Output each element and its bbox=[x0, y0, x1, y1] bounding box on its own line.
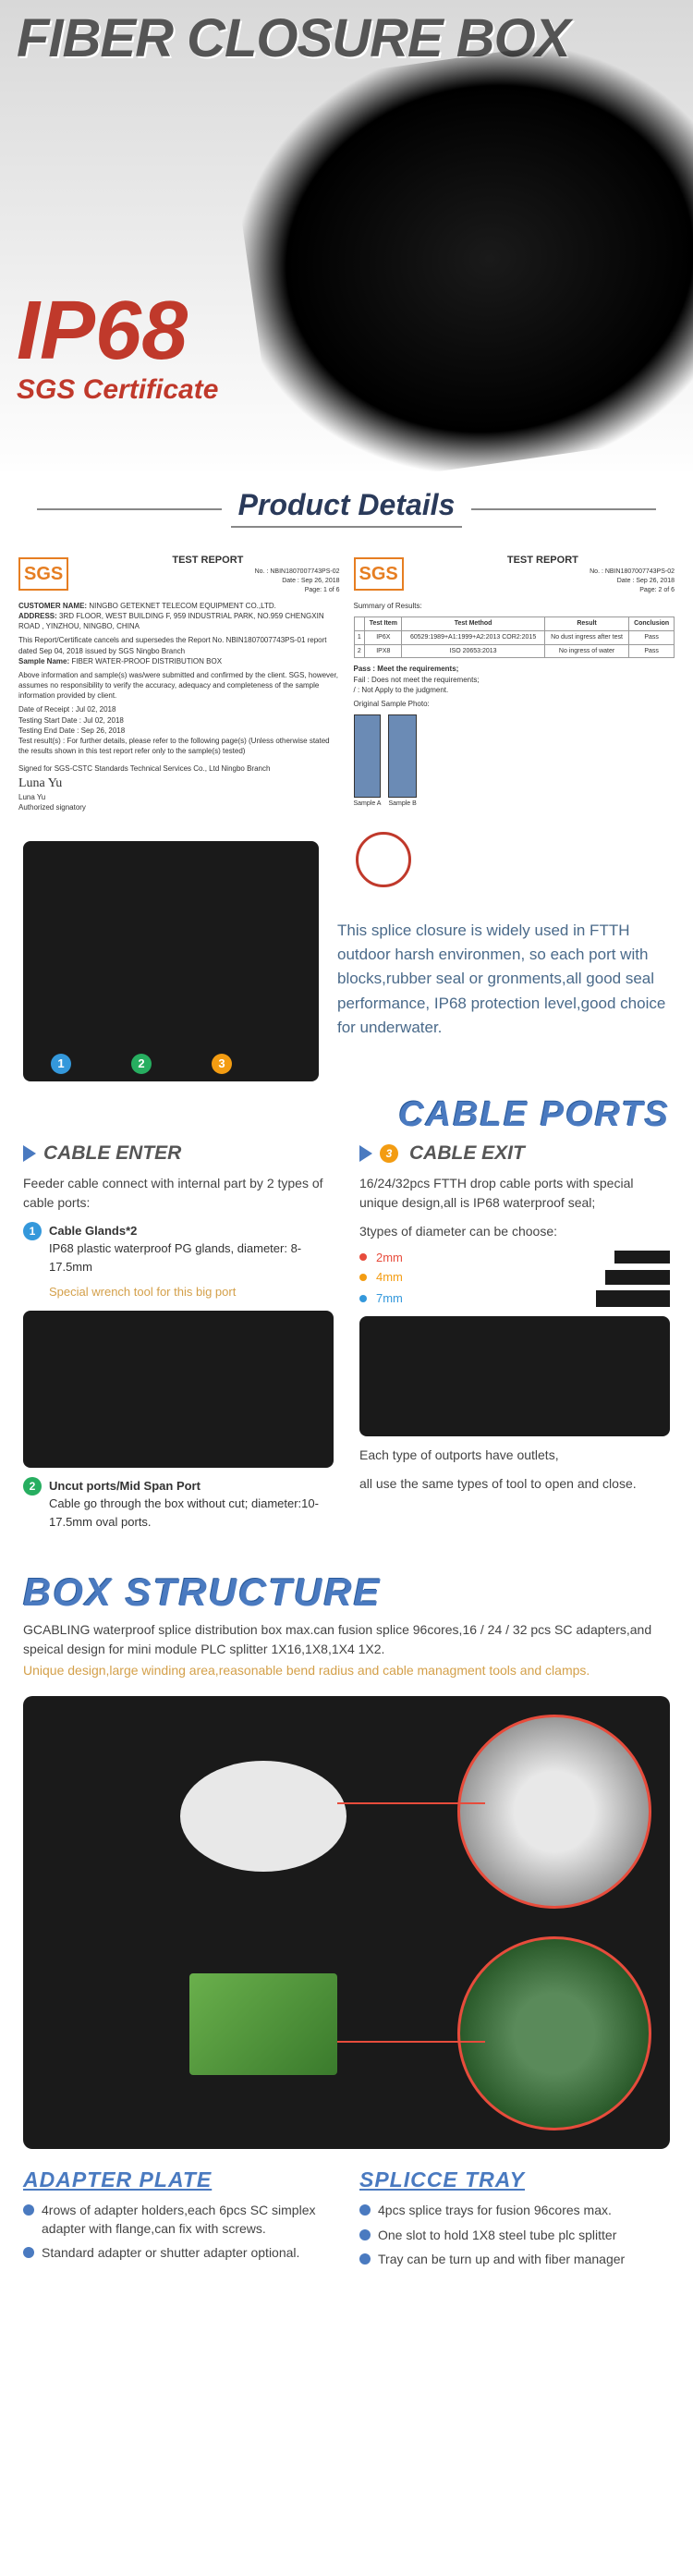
cable-exit-column: 3CABLE EXIT 16/24/32pcs FTTH drop cable … bbox=[359, 1142, 670, 1539]
product-details-header: Product Details bbox=[0, 471, 693, 544]
bullet-icon bbox=[359, 2229, 371, 2240]
hero-banner: FIBER CLOSURE BOX IP68 SGS Certificate bbox=[0, 0, 693, 471]
connector-4mm-image bbox=[605, 1270, 670, 1285]
results-table: Test ItemTest MethodResultConclusion 1IP… bbox=[354, 617, 675, 658]
product-image bbox=[224, 24, 693, 471]
sgs-logo: SGS bbox=[354, 557, 404, 591]
adapter-plate-column: ADAPTER PLATE 4rows of adapter holders,e… bbox=[23, 2167, 334, 2276]
cable-ports-header: CABLE PORTS bbox=[23, 1095, 670, 1135]
dot-icon bbox=[359, 1274, 367, 1281]
triangle-icon bbox=[359, 1145, 372, 1162]
port-marker-2: 2 bbox=[131, 1054, 152, 1074]
signature: Luna Yu bbox=[18, 775, 340, 793]
callout-line bbox=[337, 2041, 485, 2043]
test-report-1: SGS TEST REPORT No. : NBIN1807007743PS-0… bbox=[18, 554, 340, 813]
splice-tray-callout bbox=[457, 1715, 651, 1909]
bullet-3-icon: 3 bbox=[380, 1144, 398, 1163]
test-report-2: SGS TEST REPORT No. : NBIN1807007743PS-0… bbox=[354, 554, 675, 813]
bullet-icon bbox=[359, 2204, 371, 2216]
box-description-2: Unique design,large winding area,reasona… bbox=[0, 1663, 693, 1687]
dot-icon bbox=[359, 1295, 367, 1302]
sample-a-photo bbox=[354, 714, 382, 798]
sgs-logo: SGS bbox=[18, 557, 68, 591]
adapter-plate-header: ADAPTER PLATE bbox=[23, 2167, 334, 2192]
adapter-plate-detail bbox=[189, 1973, 337, 2075]
test-reports: SGS TEST REPORT No. : NBIN1807007743PS-0… bbox=[0, 544, 693, 823]
intro-description: This splice closure is widely used in FT… bbox=[337, 882, 670, 1041]
box-description: GCABLING waterproof splice distribution … bbox=[0, 1620, 693, 1663]
outport-image bbox=[359, 1316, 670, 1436]
box-structure-image bbox=[23, 1696, 670, 2149]
cert-badge-icon bbox=[356, 832, 411, 887]
splice-tray-header: SPLICCE TRAY bbox=[359, 2167, 670, 2192]
splice-tray-detail bbox=[180, 1761, 346, 1872]
bullet-2-icon: 2 bbox=[23, 1477, 42, 1496]
bullet-icon bbox=[23, 2204, 34, 2216]
port-marker-1: 1 bbox=[51, 1054, 71, 1074]
report-title: TEST REPORT bbox=[76, 554, 339, 568]
cable-ports-image: 1 2 3 bbox=[23, 841, 319, 1081]
connector-2mm-image bbox=[614, 1251, 670, 1264]
cable-enter-column: CABLE ENTER Feeder cable connect with in… bbox=[23, 1142, 334, 1539]
bullet-icon bbox=[23, 2247, 34, 2258]
sample-b-photo bbox=[388, 714, 416, 798]
box-structure-header: BOX STRUCTURE bbox=[23, 1570, 670, 1615]
dot-icon bbox=[359, 1253, 367, 1261]
cable-gland-image bbox=[23, 1311, 334, 1468]
port-marker-3: 3 bbox=[212, 1054, 232, 1074]
ip68-badge: IP68 bbox=[17, 296, 188, 367]
triangle-icon bbox=[23, 1145, 36, 1162]
section-title: Product Details bbox=[231, 488, 463, 528]
callout-line bbox=[337, 1802, 485, 1804]
report-title: TEST REPORT bbox=[411, 554, 675, 568]
splice-tray-column: SPLICCE TRAY 4pcs splice trays for fusio… bbox=[359, 2167, 670, 2276]
sample-photos: Sample A Sample B bbox=[354, 714, 675, 809]
connector-7mm-image bbox=[596, 1290, 670, 1307]
bullet-icon bbox=[359, 2253, 371, 2265]
sgs-certificate-label: SGS Certificate bbox=[17, 374, 218, 406]
adapter-plate-callout bbox=[457, 1936, 651, 2130]
bullet-1-icon: 1 bbox=[23, 1222, 42, 1240]
